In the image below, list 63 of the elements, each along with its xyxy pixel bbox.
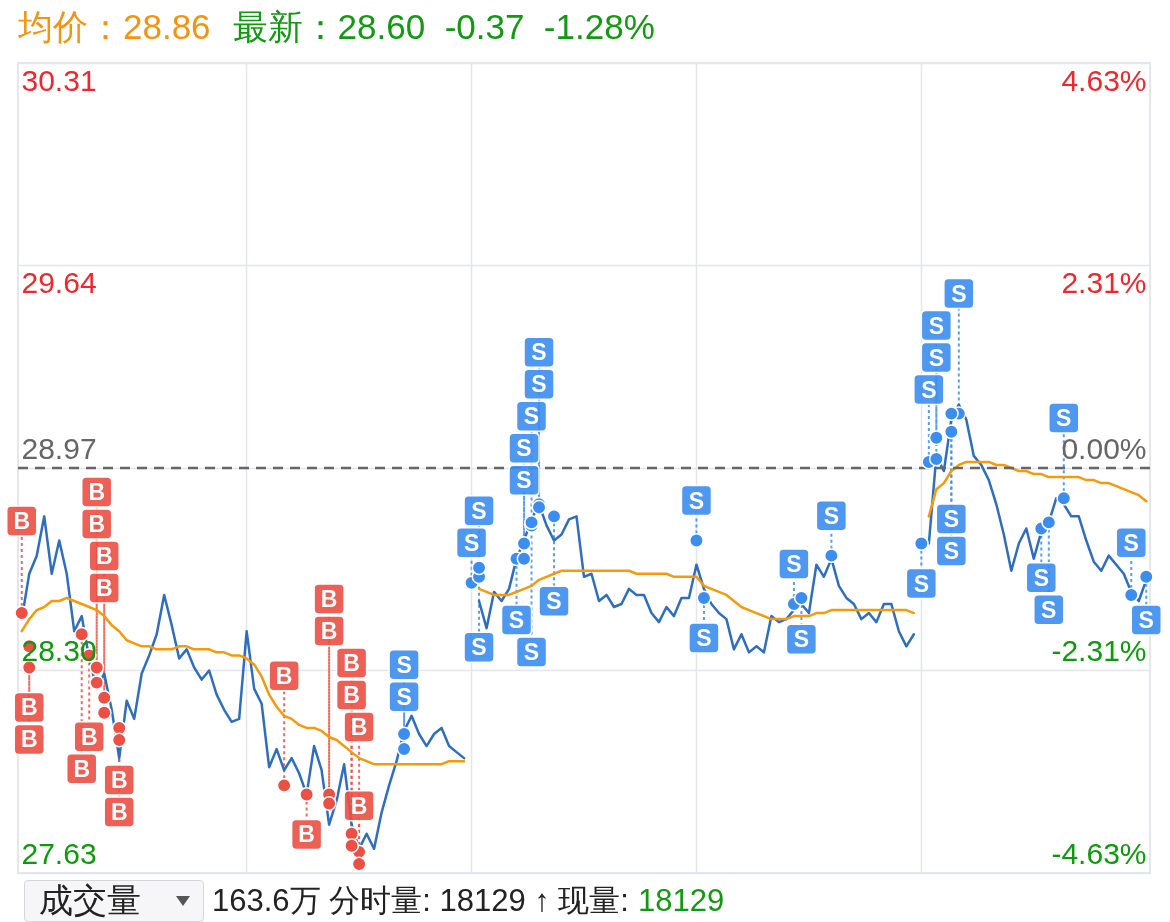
data-label: B xyxy=(110,799,128,826)
data-label: S xyxy=(463,529,480,556)
y-tick-label: 28.97 xyxy=(21,431,97,465)
text: 18129 xyxy=(637,882,725,919)
data-label: S xyxy=(1041,596,1057,623)
data-label: S xyxy=(943,506,960,533)
data-label: S xyxy=(951,280,967,307)
dropdown: 成交量 xyxy=(24,879,204,922)
data-label: S xyxy=(396,651,412,678)
data-label: B xyxy=(343,682,360,709)
data-label: S xyxy=(531,371,547,398)
y2-tick-label: -2.31% xyxy=(1051,633,1147,667)
data-label: S xyxy=(1123,529,1139,556)
data-label: S xyxy=(508,606,525,633)
data-label: B xyxy=(13,507,31,534)
chart-title: 均价：28.86 xyxy=(18,7,211,46)
text: 163.6万 分时量: 18129 ↑ 现量: xyxy=(212,881,629,920)
data-label: B xyxy=(20,726,38,753)
chart-subtitle: 最新：28.60 -0.37 -1.28% xyxy=(232,7,655,46)
data-label: S xyxy=(696,624,712,651)
data-label: B xyxy=(343,650,360,677)
data-label: B xyxy=(95,575,113,602)
data-label: S xyxy=(786,551,802,578)
data-label: S xyxy=(793,626,810,653)
data-label: S xyxy=(943,538,960,565)
data-label: S xyxy=(823,502,840,529)
data-label: S xyxy=(471,634,487,661)
data-label: S xyxy=(921,376,937,403)
y2-tick-label: 4.63% xyxy=(1061,63,1147,97)
data-label: S xyxy=(523,403,540,430)
y-tick-label: 29.64 xyxy=(21,266,97,299)
data-label: B xyxy=(320,618,338,645)
data-label: B xyxy=(110,767,128,794)
y2-tick-label: 2.31% xyxy=(1061,266,1147,300)
data-label: S xyxy=(1056,405,1072,431)
data-label: S xyxy=(516,467,532,494)
y2-tick-label: 0.00% xyxy=(1061,431,1147,465)
data-label: S xyxy=(928,312,945,339)
data-label: S xyxy=(688,487,705,514)
data-label: B xyxy=(88,479,106,506)
data-label: B xyxy=(80,723,98,750)
y-tick-label: 30.31 xyxy=(21,63,97,97)
data-label: B xyxy=(88,511,106,538)
data-label: S xyxy=(531,339,547,366)
data-label: S xyxy=(396,683,412,710)
data-label: S xyxy=(928,344,945,371)
data-label: S xyxy=(1033,564,1049,591)
y2-tick-label: -4.63% xyxy=(1051,836,1147,870)
y-tick-label: 27.63 xyxy=(21,836,97,870)
data-label: B xyxy=(95,543,113,570)
data-label: B xyxy=(298,821,315,848)
data-label: S xyxy=(516,435,532,462)
data-label: B xyxy=(73,755,91,782)
data-label: B xyxy=(20,694,38,721)
data-label: S xyxy=(1138,606,1154,633)
data-label: S xyxy=(913,570,930,597)
data-label: B xyxy=(275,662,293,689)
data-label: B xyxy=(320,586,338,613)
data-label: B xyxy=(350,714,368,741)
data-label: S xyxy=(546,588,562,615)
data-label: S xyxy=(471,497,487,524)
data-label: B xyxy=(350,792,368,819)
data-label: S xyxy=(523,638,540,665)
